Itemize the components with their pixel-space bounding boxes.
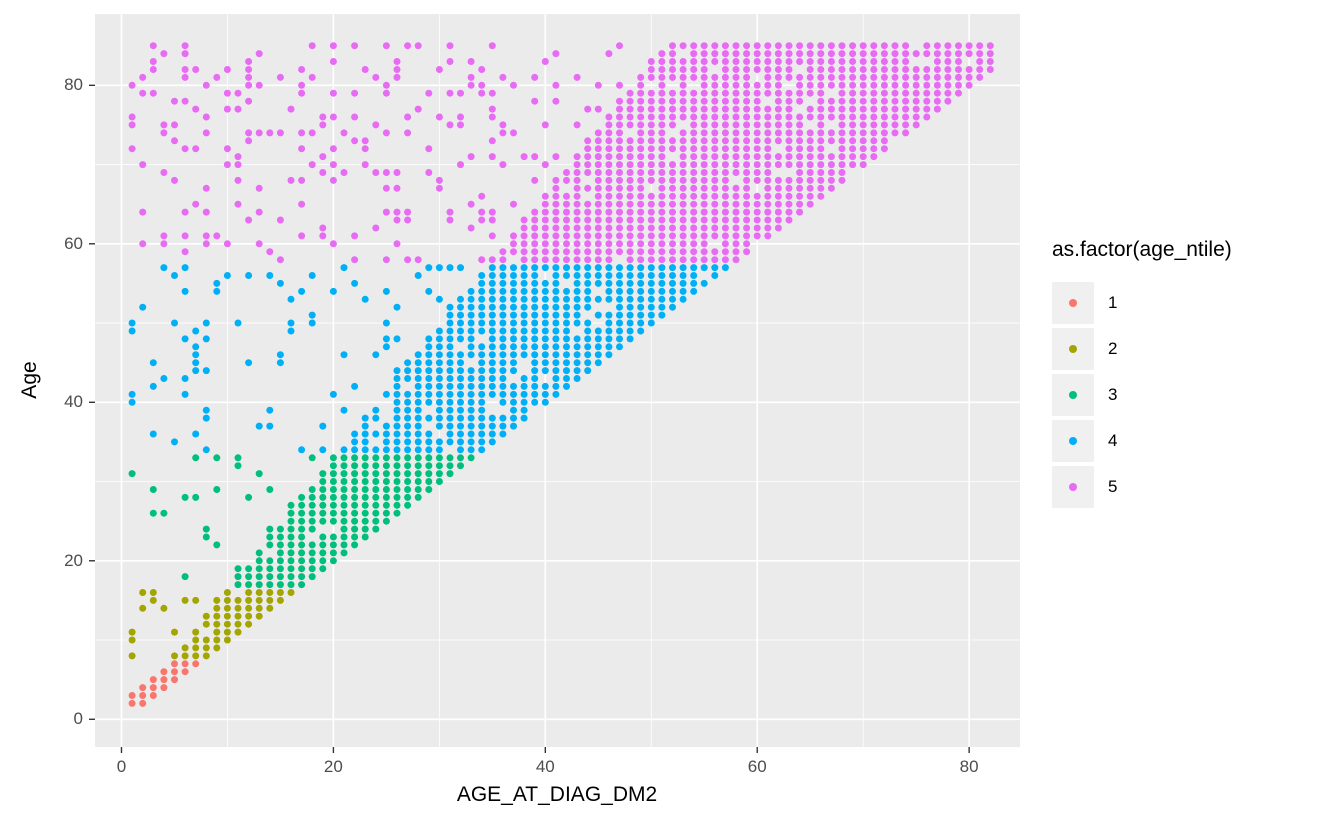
y-tick-label: 0 [73, 709, 83, 729]
legend-entry-label: 4 [1108, 431, 1118, 450]
legend-key [1052, 328, 1094, 370]
legend-point-swatch [1069, 437, 1077, 445]
y-tick-label: 20 [64, 550, 83, 570]
legend-entry: 2 [1052, 328, 1232, 370]
legend-entry: 5 [1052, 466, 1232, 508]
x-tick-label: 0 [116, 757, 127, 776]
legend-entry-label: 3 [1108, 385, 1118, 404]
legend-entry: 4 [1052, 420, 1232, 462]
legend-entry: 1 [1052, 282, 1232, 324]
y-tick-label: 40 [64, 392, 83, 412]
series-group-5 [128, 42, 994, 264]
x-tick-label: 20 [323, 757, 343, 776]
axis-ticks [89, 84, 970, 753]
legend-point-swatch [1069, 391, 1077, 399]
y-tick-label: 80 [64, 75, 83, 95]
legend-entry: 3 [1052, 374, 1232, 416]
series-group-2 [128, 589, 295, 660]
x-tick-label: 40 [535, 757, 555, 776]
legend-key [1052, 374, 1094, 416]
legend-entry-label: 5 [1108, 477, 1118, 496]
legend-key [1052, 420, 1094, 462]
y-axis-title: Age [18, 361, 41, 399]
series-group-3 [128, 454, 475, 589]
legend-key [1052, 466, 1094, 508]
legend-key [1052, 282, 1094, 324]
legend: as.factor(age_ntile) 1 2 3 4 5 [1052, 238, 1232, 512]
x-axis-title: AGE_AT_DIAG_DM2 [456, 783, 658, 806]
legend-entry-label: 2 [1108, 339, 1118, 358]
legend-point-swatch [1069, 345, 1077, 353]
legend-title: as.factor(age_ntile) [1052, 238, 1232, 261]
legend-entries: 1 2 3 4 5 [1052, 282, 1232, 508]
y-tick-label: 60 [64, 233, 83, 253]
series-group-4 [128, 264, 729, 454]
points-layer [128, 42, 994, 707]
series-group-1 [128, 660, 200, 707]
legend-entry-label: 1 [1108, 293, 1118, 312]
x-tick-label: 80 [959, 757, 979, 776]
legend-point-swatch [1069, 299, 1077, 307]
legend-point-swatch [1069, 483, 1077, 491]
x-tick-label: 60 [747, 757, 767, 776]
